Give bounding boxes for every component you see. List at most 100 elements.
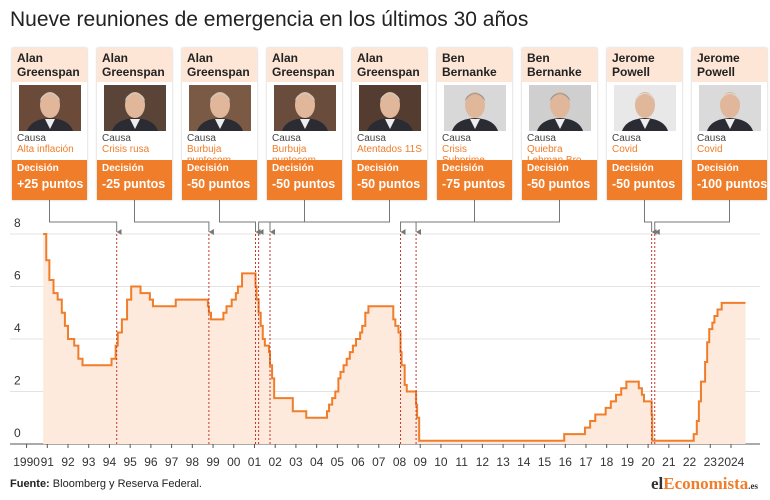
photo (103, 85, 166, 131)
connector (49, 200, 122, 235)
source-label: Fuente: (10, 478, 50, 490)
y-tick-label: 4 (14, 321, 21, 335)
photo-shirt (129, 119, 140, 129)
photo (443, 85, 506, 131)
cause: Covid (612, 144, 638, 155)
x-tick-label: 15 (538, 455, 552, 469)
cause-label: Causa (442, 133, 471, 144)
logo-part: Economista (663, 474, 749, 493)
decision-label: Decisión (272, 163, 314, 174)
cause: Crisis rusa (102, 144, 150, 155)
cause-label: Causa (697, 133, 726, 144)
x-tick-label: 97 (165, 455, 179, 469)
connector (258, 200, 305, 235)
decision-value: -50 puntos (357, 177, 421, 191)
connector (269, 200, 390, 235)
x-tick-label: 03 (289, 455, 303, 469)
decision-value: -25 puntos (102, 177, 166, 191)
x-tick-label: 19 (621, 455, 635, 469)
decision-value: -50 puntos (187, 177, 251, 191)
footer: Fuente: Bloomberg y Reserva Federal. (10, 478, 202, 490)
decision-label: Decisión (17, 163, 59, 174)
decision-label: Decisión (612, 163, 654, 174)
x-tick-label: 09 (414, 455, 428, 469)
photo-face (549, 92, 570, 118)
y-tick-label: 8 (14, 216, 21, 230)
name: Ben Bernanke (437, 48, 512, 82)
photo (358, 85, 421, 131)
decision-label: Decisión (442, 163, 484, 174)
decision-box: Decisión -50 puntos (522, 160, 597, 200)
cause-label: Causa (17, 133, 46, 144)
photo (613, 85, 676, 131)
connector (644, 200, 657, 235)
connector (654, 200, 730, 235)
decision-box: Decisión -50 puntos (607, 160, 682, 200)
photo-face (39, 92, 60, 118)
photo (698, 85, 761, 131)
photo-shirt (299, 119, 310, 129)
photo-shirt (724, 119, 735, 129)
card: Alan Greenspan Causa Alta inflación Decisió… (12, 48, 87, 200)
decision-value: -75 puntos (442, 177, 506, 191)
decision-label: Decisión (187, 163, 229, 174)
card: Jerome Powell Causa Covid Decisión -100 punt… (692, 48, 767, 200)
photo-shirt (384, 119, 395, 129)
x-tick-label: 10 (434, 455, 448, 469)
x-tick-label: 14 (517, 455, 531, 469)
logo-part: el (650, 474, 664, 493)
x-tick-label: 95 (123, 455, 137, 469)
photo-shirt (214, 119, 225, 129)
source: Bloomberg y Reserva Federal. (52, 478, 202, 490)
cause-label: Causa (187, 133, 216, 144)
photo-shirt (554, 119, 565, 129)
chart-title: Nueve reuniones de emergencia en los últ… (10, 8, 529, 31)
photo (188, 85, 251, 131)
x-tick-label: 2024 (718, 455, 745, 469)
x-tick-label: 11 (455, 455, 468, 469)
name: Alan Greenspan (97, 48, 172, 82)
x-tick-label: 94 (103, 455, 117, 469)
decision-value: +25 puntos (17, 177, 84, 191)
decision-box: Decisión -75 puntos (437, 160, 512, 200)
cause-label: Causa (102, 133, 131, 144)
photo-shirt (44, 119, 55, 129)
x-tick-label: 93 (82, 455, 96, 469)
photo-face (124, 92, 145, 118)
photo-face (719, 92, 740, 118)
cause-label: Causa (357, 133, 386, 144)
y-tick-label: 0 (14, 426, 21, 440)
y-tick-label: 6 (14, 269, 21, 283)
x-tick-label: 99 (206, 455, 220, 469)
logo: elEconomista.es (651, 474, 758, 494)
x-tick-label: 06 (351, 455, 365, 469)
name: Jerome Powell (692, 48, 767, 82)
x-tick-label: 21 (662, 455, 676, 469)
decision-box: Decisión -50 puntos (267, 160, 342, 200)
area (43, 234, 746, 444)
photo-hair (294, 93, 315, 101)
photo-hair (39, 93, 60, 101)
x-tick-label: 07 (372, 455, 386, 469)
logo-part: .es (748, 481, 758, 491)
x-tick-label: 08 (393, 455, 407, 469)
decision-label: Decisión (357, 163, 399, 174)
x-tick-label: 12 (476, 455, 490, 469)
photo-face (464, 92, 485, 118)
x-tick-label: 91 (41, 455, 55, 469)
x-tick-label: 04 (310, 455, 324, 469)
decision-value: -50 puntos (272, 177, 336, 191)
cause: Atentados 11S (357, 144, 422, 155)
decision-box: Decisión -50 puntos (182, 160, 257, 200)
decision-box: Decisión -100 puntos (692, 160, 767, 200)
x-tick-label: 22 (683, 455, 697, 469)
name: Alan Greenspan (182, 48, 257, 82)
card: Jerome Powell Causa Covid Decisión -50 punto… (607, 48, 682, 200)
x-tick-label: 17 (579, 455, 593, 469)
photo (18, 85, 81, 131)
photo-hair (719, 93, 740, 101)
